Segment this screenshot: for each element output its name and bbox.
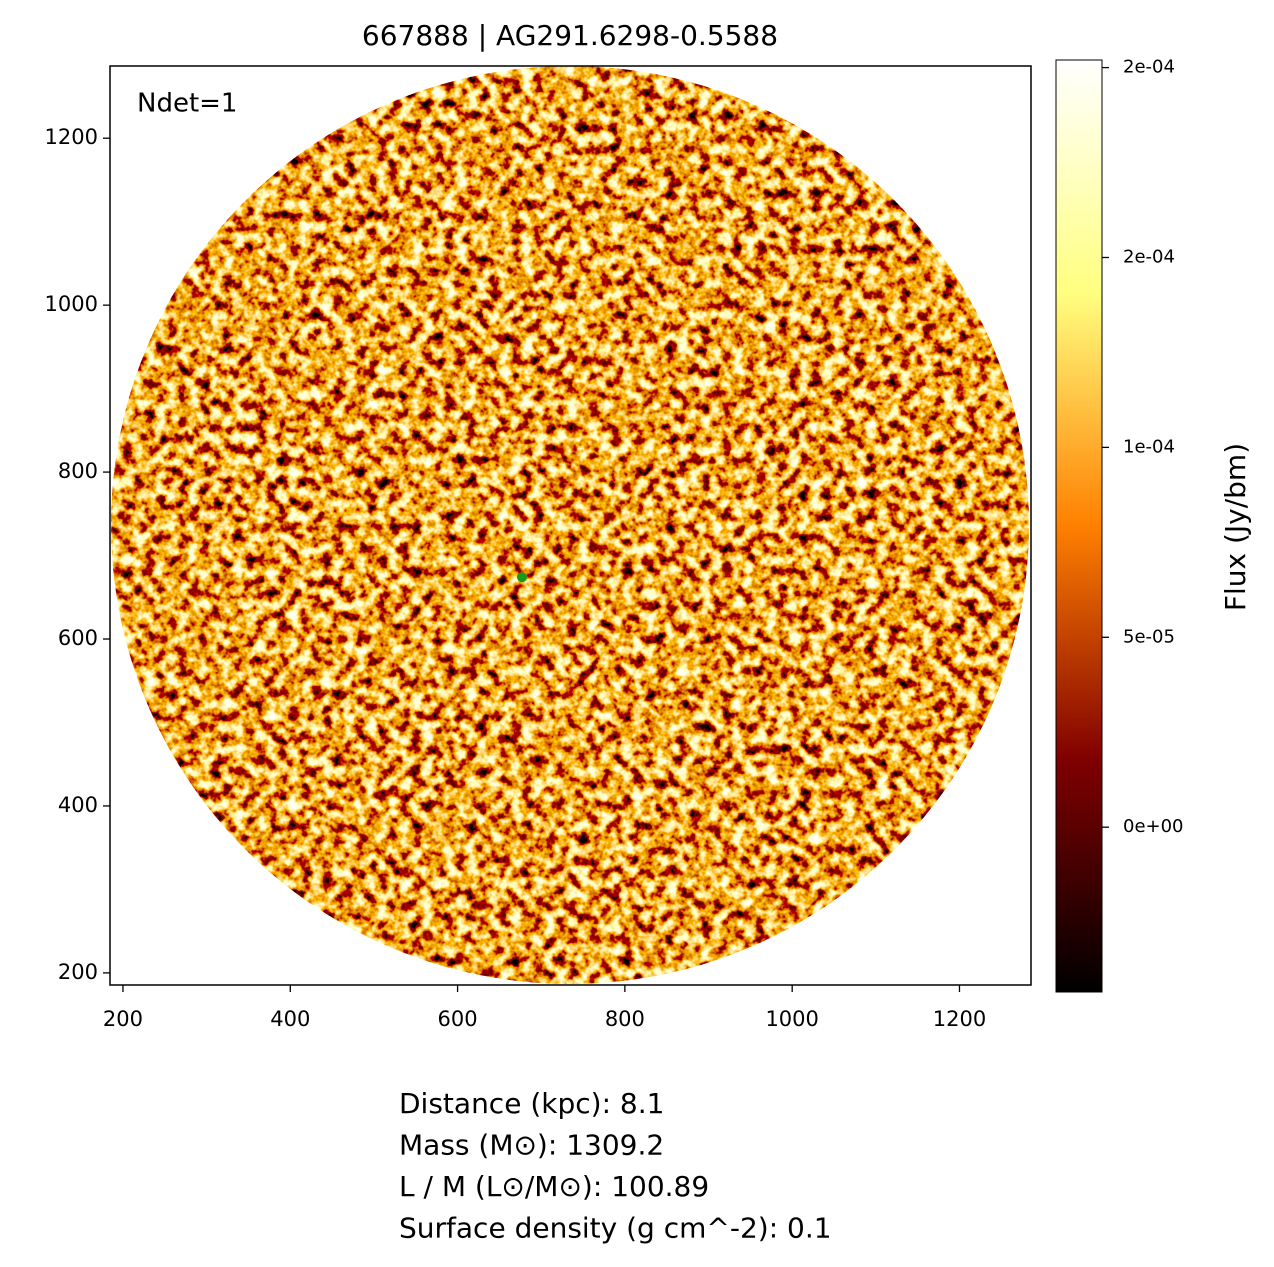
x-tick-label: 600 [438, 1007, 478, 1031]
x-tick-label: 1200 [933, 1007, 986, 1031]
colorbar-tick-label: 0e+00 [1123, 816, 1184, 837]
colorbar-tick-label: 5e-05 [1123, 626, 1175, 647]
colorbar-tick-label: 1e-04 [1123, 436, 1175, 457]
y-tick-label: 600 [58, 626, 98, 650]
info-line: L / M (L⊙/M⊙): 100.89 [399, 1170, 709, 1203]
colorbar-label: Flux (Jy/bm) [1219, 443, 1252, 611]
x-tick-label: 800 [605, 1007, 645, 1031]
x-tick-label: 200 [103, 1007, 143, 1031]
colorbar-tick-label: 2e-04 [1123, 57, 1175, 78]
image [111, 66, 1029, 984]
marker [516, 572, 527, 583]
axes-frame [109, 65, 1032, 986]
info-line: Distance (kpc): 8.1 [399, 1087, 664, 1120]
x-tick-label: 400 [270, 1007, 310, 1031]
info-line: Mass (M⊙): 1309.2 [399, 1129, 664, 1162]
annotation: Ndet=1 [137, 89, 237, 119]
y-tick-label: 1200 [45, 125, 98, 149]
x-tick-label: 1000 [765, 1007, 818, 1031]
info-line: Surface density (g cm^-2): 0.1 [399, 1212, 832, 1245]
image-noise [111, 66, 1029, 984]
info-block: Distance (kpc): 8.1 Mass (M⊙): 1309.2 L / … [399, 1087, 832, 1245]
y-tick-label: 200 [58, 960, 98, 984]
y-tick-label: 800 [58, 459, 98, 483]
colorbar [1055, 59, 1103, 993]
y-tick-label: 400 [58, 793, 98, 817]
colorbar-tick-label: 2e-04 [1123, 246, 1175, 267]
chart-title: 667888 | AG291.6298-0.5588 [362, 19, 778, 52]
y-tick-label: 1000 [45, 292, 98, 316]
